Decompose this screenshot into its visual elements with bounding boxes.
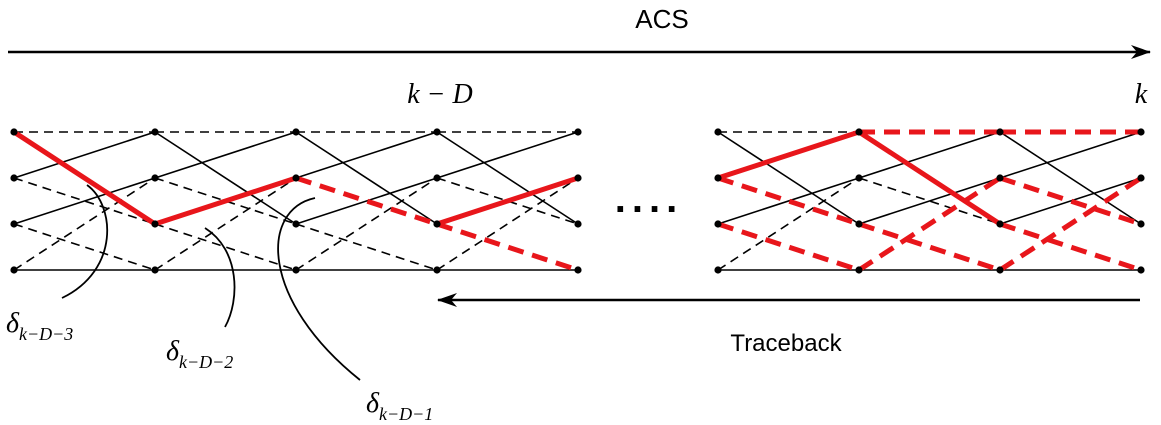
trellis-node <box>714 174 722 182</box>
survivor-branch-solid <box>436 175 579 227</box>
trellis-node <box>151 174 159 182</box>
survivor-branch-solid <box>12 129 157 227</box>
trellis-branch-dashed <box>13 177 156 271</box>
trellis-node <box>574 174 582 182</box>
delta-label-k-d-3: δk−D−3 <box>6 308 73 344</box>
trellis-branch-solid <box>717 177 860 225</box>
stage-label-k-minus-d: k − D <box>407 79 473 110</box>
trellis-branch-solid <box>858 177 1001 225</box>
trellis-node <box>433 266 441 274</box>
trellis-branch-solid <box>295 131 438 225</box>
acs-label: ACS <box>635 4 688 34</box>
trellis-node <box>1137 266 1145 274</box>
traceback-label: Traceback <box>730 330 842 357</box>
trellis-node <box>855 220 863 228</box>
trellis-branch-dashed <box>717 177 860 271</box>
delta-symbol: δ <box>166 336 180 367</box>
trellis-node <box>10 220 18 228</box>
trellis-branch-dashed <box>154 177 297 225</box>
trellis-node <box>433 174 441 182</box>
survivor-branch-solid <box>857 129 1002 227</box>
trellis-node <box>996 174 1004 182</box>
trellis-node <box>714 220 722 228</box>
trellis-block-right <box>714 128 1145 274</box>
trellis-branch-solid <box>154 131 297 179</box>
trellis-node <box>574 128 582 136</box>
trellis-node <box>574 266 582 274</box>
ellipsis: .... <box>615 177 683 221</box>
trellis-branch-solid <box>858 131 1001 179</box>
trellis-branch-solid <box>999 177 1142 225</box>
trellis-branch-dashed <box>154 223 297 271</box>
trellis-branch-solid <box>717 131 860 225</box>
trellis-node <box>1137 174 1145 182</box>
trellis-branch-dashed <box>13 223 156 271</box>
delta-subscript: k−D−3 <box>19 324 73 344</box>
trellis-node <box>714 266 722 274</box>
trellis-branch-dashed <box>295 223 438 271</box>
delta-subscript: k−D−2 <box>179 352 233 372</box>
trellis-branch-solid <box>436 131 579 225</box>
trellis-branch-dashed <box>436 177 579 271</box>
trellis-node <box>292 266 300 274</box>
trellis-branch-solid <box>999 131 1142 179</box>
trellis-node <box>855 174 863 182</box>
trellis-node <box>714 128 722 136</box>
trellis-branch-dashed <box>154 177 297 271</box>
trellis-branch-solid <box>295 177 438 225</box>
trellis-node <box>996 128 1004 136</box>
trellis-node <box>292 128 300 136</box>
delta-label-k-d-2: δk−D−2 <box>166 336 233 372</box>
delta-leader-3 <box>277 197 361 381</box>
trellis-branch-dashed <box>436 177 579 225</box>
survivor-branch-dashed <box>857 175 1002 273</box>
trellis-node <box>292 220 300 228</box>
trellis-block-left <box>10 128 582 274</box>
trellis-branch-solid <box>436 131 579 179</box>
trellis-branch-solid <box>295 131 438 179</box>
trellis-node <box>1137 220 1145 228</box>
trellis-node <box>433 128 441 136</box>
trellis-branch-solid <box>999 131 1142 225</box>
delta-label-k-d-1: δk−D−1 <box>366 388 433 424</box>
trellis-node <box>996 220 1004 228</box>
trellis-node <box>151 266 159 274</box>
trellis-node <box>996 266 1004 274</box>
trellis-node <box>855 128 863 136</box>
delta-leader-2 <box>204 227 236 328</box>
trellis-node <box>151 128 159 136</box>
trellis-branch-solid <box>13 131 156 179</box>
trellis-node <box>10 128 18 136</box>
survivor-branch-dashed <box>858 221 1001 273</box>
trellis-branch-solid <box>13 177 156 225</box>
survivor-branch-dashed <box>436 221 579 273</box>
delta-subscript: k−D−1 <box>379 404 433 424</box>
trellis-branch-dashed <box>858 177 1001 225</box>
trellis-branch-dashed <box>13 177 156 225</box>
survivor-branch-dashed <box>717 221 860 273</box>
trellis-node <box>151 220 159 228</box>
trellis-branch-dashed <box>295 177 438 271</box>
trellis-node <box>855 266 863 274</box>
delta-symbol: δ <box>366 388 380 419</box>
survivor-branch-dashed <box>999 221 1142 273</box>
delta-leader-1 <box>61 184 109 299</box>
survivor-branch-solid <box>717 129 860 181</box>
survivor-branch-solid <box>154 175 297 227</box>
delta-symbol: δ <box>6 308 20 339</box>
survivor-branch-dashed <box>998 175 1143 273</box>
trellis-node <box>574 220 582 228</box>
trellis-node <box>433 220 441 228</box>
trellis-node <box>10 266 18 274</box>
trellis-node <box>1137 128 1145 136</box>
trellis-node <box>10 174 18 182</box>
trellis-node <box>292 174 300 182</box>
stage-label-k: k <box>1135 79 1148 110</box>
trellis-branch-solid <box>154 131 297 225</box>
